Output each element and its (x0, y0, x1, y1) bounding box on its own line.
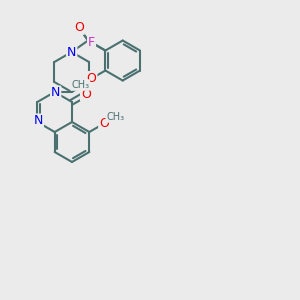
Text: N: N (34, 115, 43, 128)
Text: O: O (87, 72, 97, 85)
Text: N: N (67, 46, 76, 59)
Text: O: O (99, 117, 109, 130)
Text: N: N (51, 86, 60, 100)
Text: F: F (88, 36, 95, 49)
Text: O: O (81, 88, 91, 100)
Text: CH₃: CH₃ (71, 80, 89, 90)
Text: O: O (74, 21, 84, 34)
Text: CH₃: CH₃ (106, 112, 124, 122)
